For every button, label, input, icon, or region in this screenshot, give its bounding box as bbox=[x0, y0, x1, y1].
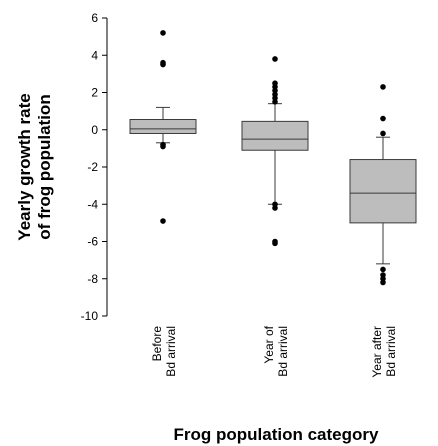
outlier-point bbox=[272, 99, 278, 105]
outlier-point bbox=[272, 56, 278, 62]
y-axis-title-line: Yearly growth rate bbox=[15, 93, 34, 240]
y-tick-label: -6 bbox=[87, 235, 98, 249]
x-category-label-line: Year after bbox=[370, 326, 384, 378]
outlier-point bbox=[160, 61, 166, 68]
outlier-point bbox=[380, 84, 386, 90]
box-series bbox=[129, 30, 417, 286]
iqr-box bbox=[349, 159, 417, 224]
box-1 bbox=[129, 30, 197, 224]
x-category-label-line: Bd arrival bbox=[384, 326, 398, 377]
x-axis-title: Frog population category bbox=[174, 425, 379, 444]
y-tick-label: 2 bbox=[91, 86, 98, 100]
y-tick-label: -2 bbox=[87, 160, 98, 174]
outlier-point bbox=[160, 143, 166, 150]
x-category-label: Year afterBd arrival bbox=[370, 326, 398, 378]
y-axis-title: Yearly growth rateof frog population bbox=[15, 93, 54, 240]
y-tick-label: -10 bbox=[81, 309, 99, 323]
y-tick-label: 0 bbox=[91, 123, 98, 137]
outlier-point bbox=[380, 266, 386, 273]
x-category-label: Year ofBd arrival bbox=[262, 325, 290, 376]
iqr-box bbox=[241, 120, 309, 151]
outlier-point bbox=[380, 130, 386, 137]
outlier-point bbox=[272, 205, 278, 211]
y-tick-label: -4 bbox=[87, 197, 98, 211]
outlier-point bbox=[160, 218, 166, 224]
box-2 bbox=[241, 56, 309, 247]
x-category-label: BeforeBd arrival bbox=[150, 326, 178, 377]
y-tick-label: 4 bbox=[91, 48, 98, 62]
outlier-point bbox=[380, 115, 386, 122]
y-axis-title-text: Yearly growth rateof frog population bbox=[15, 93, 54, 240]
outlier-point bbox=[160, 30, 166, 36]
x-category-label-line: Bd arrival bbox=[276, 326, 290, 377]
outlier-point bbox=[272, 240, 278, 247]
y-tick-label: -8 bbox=[87, 272, 98, 286]
x-category-label-line: Bd arrival bbox=[164, 326, 178, 377]
iqr-box bbox=[129, 119, 197, 134]
y-axis-title-line: of frog population bbox=[35, 94, 54, 239]
box-3 bbox=[349, 84, 417, 286]
x-category-label-line: Year of bbox=[262, 325, 276, 363]
y-tick-label: 6 bbox=[91, 11, 98, 25]
x-category-label-line: Before bbox=[150, 326, 164, 362]
x-axis-category-labels: BeforeBd arrival Year ofBd arrival Year af… bbox=[150, 325, 398, 377]
y-axis: 6 4 2 0 -2 -4 -6 -8 -10 bbox=[81, 11, 108, 323]
outlier-point bbox=[380, 279, 386, 286]
